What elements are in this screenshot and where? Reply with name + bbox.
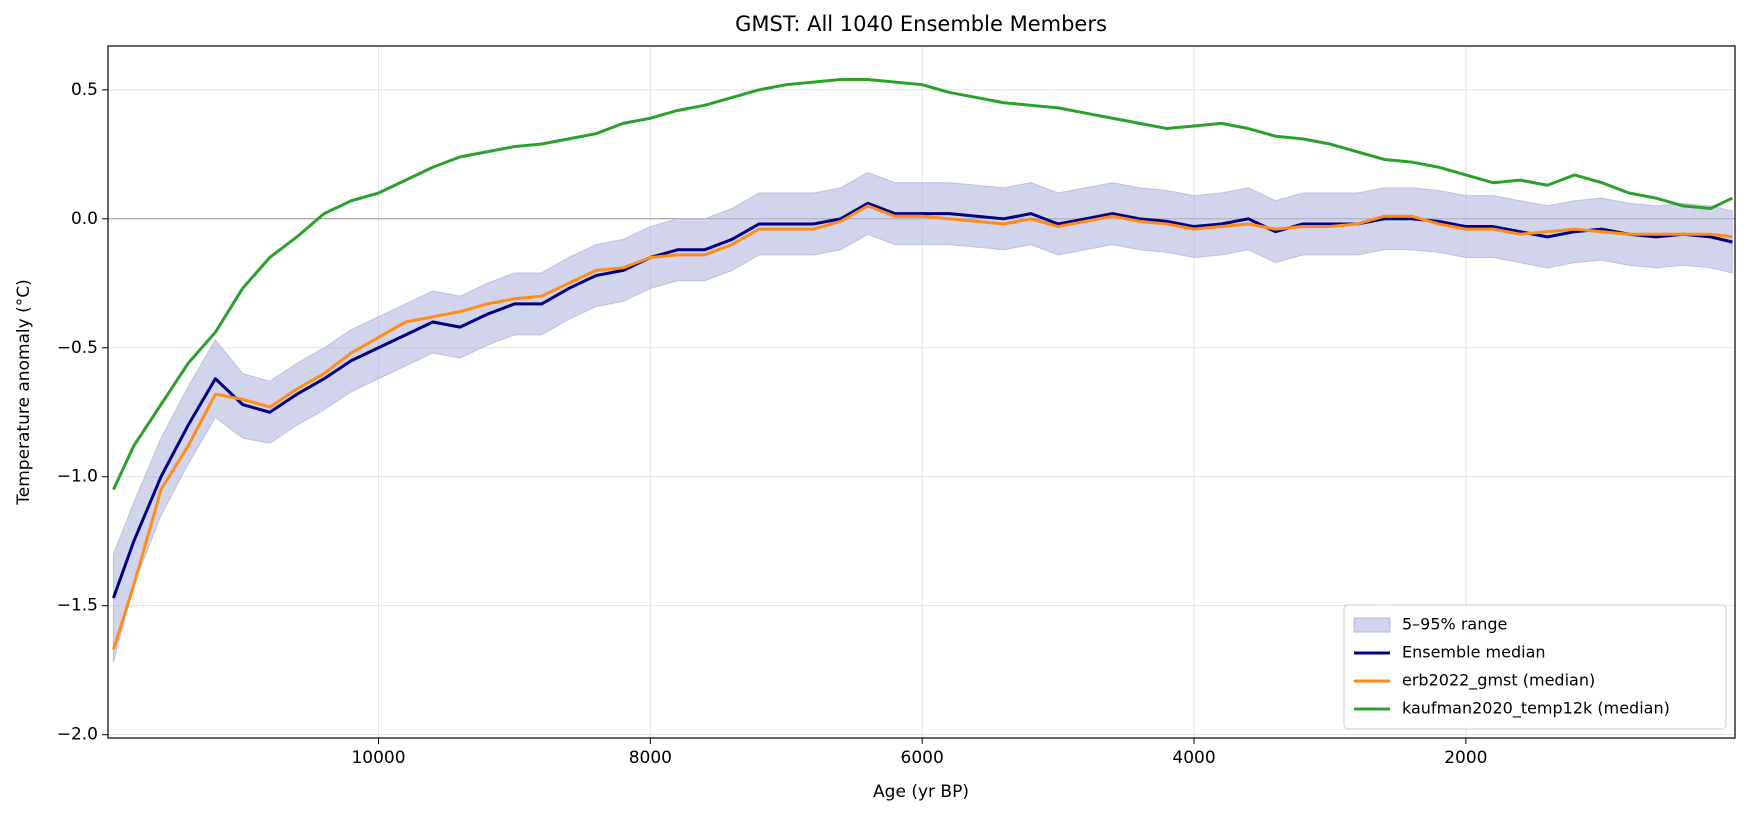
x-tick-label: 6000 (901, 748, 944, 768)
legend-label: kaufman2020_temp12k (median) (1402, 699, 1670, 719)
y-tick-label: −2.0 (57, 725, 98, 745)
series-line (112, 201, 1733, 599)
y-tick-label: −1.0 (57, 467, 98, 487)
range-band (112, 171, 1733, 663)
x-tick-label: 8000 (629, 748, 672, 768)
series-line (112, 78, 1733, 491)
series-line (112, 204, 1733, 650)
x-tick-label: 2000 (1444, 748, 1487, 768)
legend-label: 5–95% range (1402, 615, 1507, 634)
legend-box (1343, 604, 1727, 730)
x-tick-label: 4000 (1172, 748, 1215, 768)
legend-swatch (1353, 617, 1391, 633)
chart-title: GMST: All 1040 Ensemble Members (735, 12, 1107, 36)
x-tick-label: 10000 (351, 748, 405, 768)
legend-label: erb2022_gmst (median) (1402, 671, 1595, 691)
plot-frame (107, 45, 1736, 739)
x-axis-label: Age (yr BP) (873, 782, 969, 802)
y-tick-label: −0.5 (57, 338, 98, 358)
y-axis-label: Temperature anomaly (°C) (14, 279, 34, 505)
legend-label: Ensemble median (1402, 643, 1546, 662)
y-tick-label: −1.5 (57, 596, 98, 616)
plot-area (112, 78, 1733, 663)
y-tick-label: 0.0 (71, 209, 98, 229)
y-tick-label: 0.5 (71, 80, 98, 100)
